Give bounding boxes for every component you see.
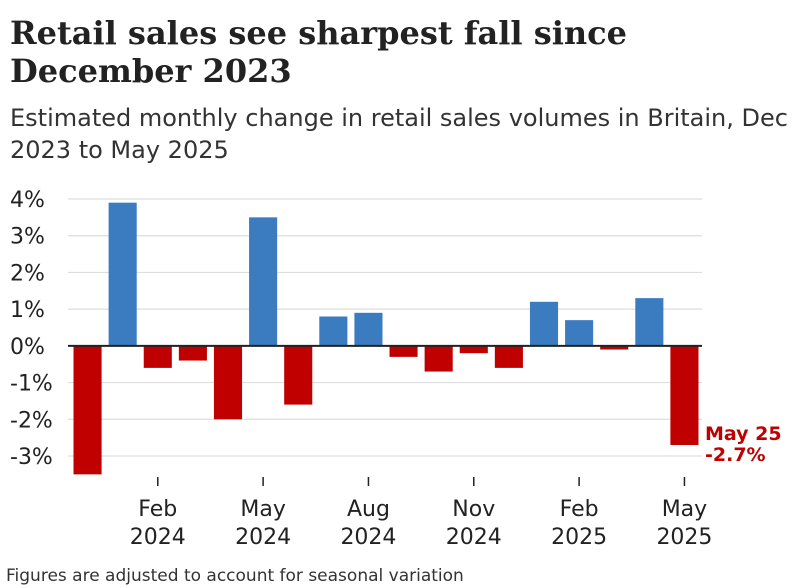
bar	[635, 298, 664, 346]
x-tick-label-month: Nov	[452, 497, 495, 522]
bar	[178, 345, 207, 361]
y-tick-label: 3%	[10, 225, 45, 250]
footnote: Figures are adjusted to account for seas…	[6, 566, 464, 586]
bar	[459, 345, 488, 354]
bar	[424, 345, 453, 372]
x-tick-label-month: May	[662, 497, 707, 522]
annotation: May 25-2.7%	[705, 423, 782, 466]
y-tick-label: 0%	[10, 335, 45, 360]
chart-subtitle: Estimated monthly change in retail sales…	[10, 104, 788, 164]
x-tick-label-year: 2025	[551, 525, 607, 550]
bar	[389, 345, 418, 357]
y-tick-label: -3%	[10, 445, 53, 470]
x-tick-label-year: 2025	[656, 525, 712, 550]
x-tick-label-year: 2024	[340, 525, 396, 550]
x-tick-label-month: May	[240, 497, 285, 522]
bar	[249, 217, 278, 346]
chart-title: Retail sales see sharpest fall since Dec…	[10, 14, 627, 90]
y-tick-label: 4%	[10, 188, 45, 213]
bar	[494, 345, 523, 368]
bar	[284, 345, 313, 405]
bar	[143, 345, 172, 368]
bar	[108, 202, 137, 346]
bar	[565, 320, 594, 346]
x-tick-label-month: Aug	[347, 497, 390, 522]
bar	[529, 301, 559, 346]
x-tick-label-month: Feb	[138, 497, 177, 522]
x-tick-label-year: 2024	[446, 525, 502, 550]
bar-chart: 4% 3% 2% 1% 0% -1% -2% -3% Feb 2024 May 2024 Aug 202…	[10, 188, 782, 550]
annotation-label: May 25	[705, 423, 782, 445]
y-tick-label: 2%	[10, 261, 45, 286]
y-tick-label: 1%	[10, 298, 45, 323]
bar	[354, 312, 383, 346]
bars	[73, 202, 699, 475]
annotation-value: -2.7%	[705, 444, 766, 466]
bar	[213, 345, 243, 420]
x-tick-label-month: Feb	[560, 497, 599, 522]
bar	[670, 345, 699, 445]
y-axis-labels: 4% 3% 2% 1% 0% -1% -2% -3%	[10, 188, 53, 470]
x-tick-label-year: 2024	[235, 525, 291, 550]
x-tick-label-year: 2024	[130, 525, 186, 550]
y-tick-label: -1%	[10, 372, 53, 397]
bar	[73, 345, 102, 475]
gridlines	[68, 198, 702, 457]
bar	[319, 316, 348, 346]
x-axis-labels: Feb 2024 May 2024 Aug 2024 Nov 2024 Feb 2025 May 20…	[130, 477, 712, 550]
y-tick-label: -2%	[10, 408, 53, 433]
bar	[600, 345, 629, 350]
